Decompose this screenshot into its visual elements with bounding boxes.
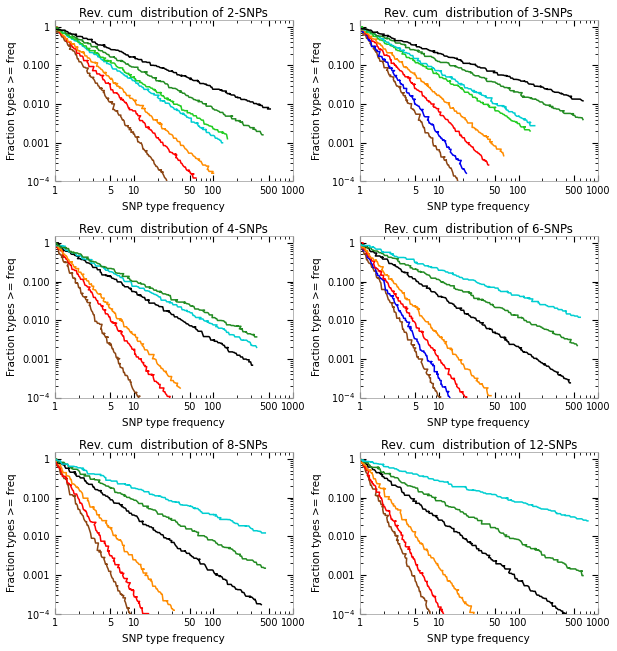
Y-axis label: Fraction types >= freq: Fraction types >= freq bbox=[7, 258, 17, 376]
Title: Rev. cum  distribution of 2-SNPs: Rev. cum distribution of 2-SNPs bbox=[80, 7, 268, 20]
Title: Rev. cum  distribution of 6-SNPs: Rev. cum distribution of 6-SNPs bbox=[384, 223, 573, 236]
Title: Rev. cum  distribution of 8-SNPs: Rev. cum distribution of 8-SNPs bbox=[80, 439, 268, 452]
Y-axis label: Fraction types >= freq: Fraction types >= freq bbox=[7, 473, 17, 592]
Y-axis label: Fraction types >= freq: Fraction types >= freq bbox=[312, 473, 322, 592]
X-axis label: SNP type frequency: SNP type frequency bbox=[122, 634, 225, 644]
X-axis label: SNP type frequency: SNP type frequency bbox=[428, 202, 530, 212]
Y-axis label: Fraction types >= freq: Fraction types >= freq bbox=[312, 42, 322, 160]
X-axis label: SNP type frequency: SNP type frequency bbox=[122, 202, 225, 212]
X-axis label: SNP type frequency: SNP type frequency bbox=[428, 634, 530, 644]
Y-axis label: Fraction types >= freq: Fraction types >= freq bbox=[312, 258, 322, 376]
Y-axis label: Fraction types >= freq: Fraction types >= freq bbox=[7, 42, 17, 160]
Title: Rev. cum  distribution of 12-SNPs: Rev. cum distribution of 12-SNPs bbox=[381, 439, 577, 452]
Title: Rev. cum  distribution of 4-SNPs: Rev. cum distribution of 4-SNPs bbox=[80, 223, 268, 236]
X-axis label: SNP type frequency: SNP type frequency bbox=[122, 418, 225, 428]
Title: Rev. cum  distribution of 3-SNPs: Rev. cum distribution of 3-SNPs bbox=[384, 7, 573, 20]
X-axis label: SNP type frequency: SNP type frequency bbox=[428, 418, 530, 428]
